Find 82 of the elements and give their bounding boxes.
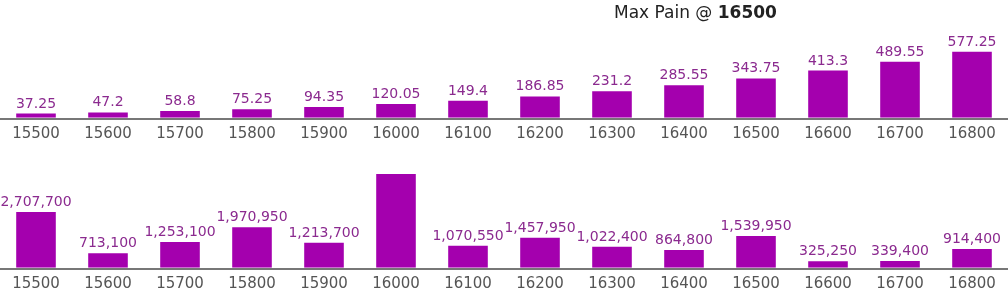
- bar: [736, 236, 776, 268]
- x-tick-label: 16000: [372, 123, 420, 142]
- data-label: 864,800: [655, 231, 713, 248]
- data-label: 489.55: [875, 42, 925, 59]
- bar: [664, 250, 704, 268]
- bar: [880, 61, 920, 118]
- x-tick-label: 15700: [156, 273, 204, 292]
- data-label: 58.8: [164, 92, 196, 109]
- x-tick-label: 16000: [372, 273, 420, 292]
- data-label: 343.75: [731, 59, 781, 76]
- data-label: 1,970,950: [216, 208, 288, 225]
- bar: [952, 249, 992, 268]
- x-tick-label: 15700: [156, 123, 204, 142]
- data-label: 37.25: [15, 94, 57, 111]
- data-label: 914,400: [943, 230, 1001, 247]
- x-tick-label: 16100: [444, 273, 492, 292]
- data-label: 47.2: [92, 93, 124, 110]
- bar: [232, 227, 272, 268]
- data-label: 339,400: [871, 241, 929, 258]
- bar: [88, 112, 128, 118]
- data-label: 94.35: [303, 87, 345, 104]
- bar: [376, 104, 416, 118]
- x-tick-label: 16500: [732, 123, 780, 142]
- data-label: 1,253,100: [144, 223, 216, 240]
- x-tick-label: 15800: [228, 273, 276, 292]
- bar: [664, 85, 704, 118]
- bar: [952, 51, 992, 118]
- x-tick-label: 16700: [876, 273, 924, 292]
- x-tick-label: 16400: [660, 273, 708, 292]
- bar: [304, 106, 344, 118]
- data-label: 231.2: [591, 72, 633, 89]
- x-tick-label: 16600: [804, 123, 852, 142]
- bar: [448, 245, 488, 268]
- x-tick-label: 15500: [12, 273, 60, 292]
- bar: [808, 70, 848, 118]
- data-label: 75.25: [231, 90, 273, 107]
- bar: [736, 78, 776, 118]
- data-label: 1,070,550: [432, 226, 504, 243]
- x-tick-label: 15600: [84, 123, 132, 142]
- bar: [232, 109, 272, 118]
- data-label: 2,707,700: [0, 193, 72, 210]
- bar: [376, 174, 416, 268]
- x-tick-label: 15500: [12, 123, 60, 142]
- x-tick-label: 16100: [444, 123, 492, 142]
- data-label: 713,100: [79, 234, 137, 251]
- data-label: 325,250: [799, 242, 857, 259]
- data-label: 1,457,950: [504, 218, 576, 235]
- x-tick-label: 15600: [84, 273, 132, 292]
- data-label: 413.3: [807, 51, 849, 68]
- bar: [160, 242, 200, 268]
- x-tick-label: 16600: [804, 273, 852, 292]
- data-label: 1,539,950: [720, 217, 792, 234]
- x-tick-label: 16400: [660, 123, 708, 142]
- x-tick-label: 16500: [732, 273, 780, 292]
- x-tick-label: 16200: [516, 273, 564, 292]
- bar: [808, 261, 848, 268]
- bar: [592, 246, 632, 268]
- bar: [16, 212, 56, 268]
- bar: [520, 96, 560, 118]
- bar: [448, 100, 488, 118]
- x-tick-label: 16700: [876, 123, 924, 142]
- x-tick-label: 16200: [516, 123, 564, 142]
- x-tick-label: 15800: [228, 123, 276, 142]
- data-label: 120.05: [371, 85, 421, 102]
- x-tick-label: 16800: [948, 123, 996, 142]
- bar: [592, 91, 632, 118]
- bar: [304, 242, 344, 268]
- data-label: 1,022,400: [576, 227, 648, 244]
- data-label: 1,213,700: [288, 223, 360, 240]
- bar: [88, 253, 128, 268]
- chart-title: Max Pain @ 16500: [614, 2, 778, 22]
- bar: [160, 111, 200, 118]
- x-tick-label: 16300: [588, 123, 636, 142]
- bar: [520, 237, 560, 268]
- data-label: 285.55: [659, 66, 709, 83]
- x-tick-label: 15900: [300, 123, 348, 142]
- x-tick-label: 15900: [300, 273, 348, 292]
- data-label: 149.4: [447, 81, 489, 98]
- x-tick-label: 16800: [948, 273, 996, 292]
- x-tick-label: 16300: [588, 273, 636, 292]
- data-label: 186.85: [515, 77, 565, 94]
- data-label: 577.25: [947, 32, 997, 49]
